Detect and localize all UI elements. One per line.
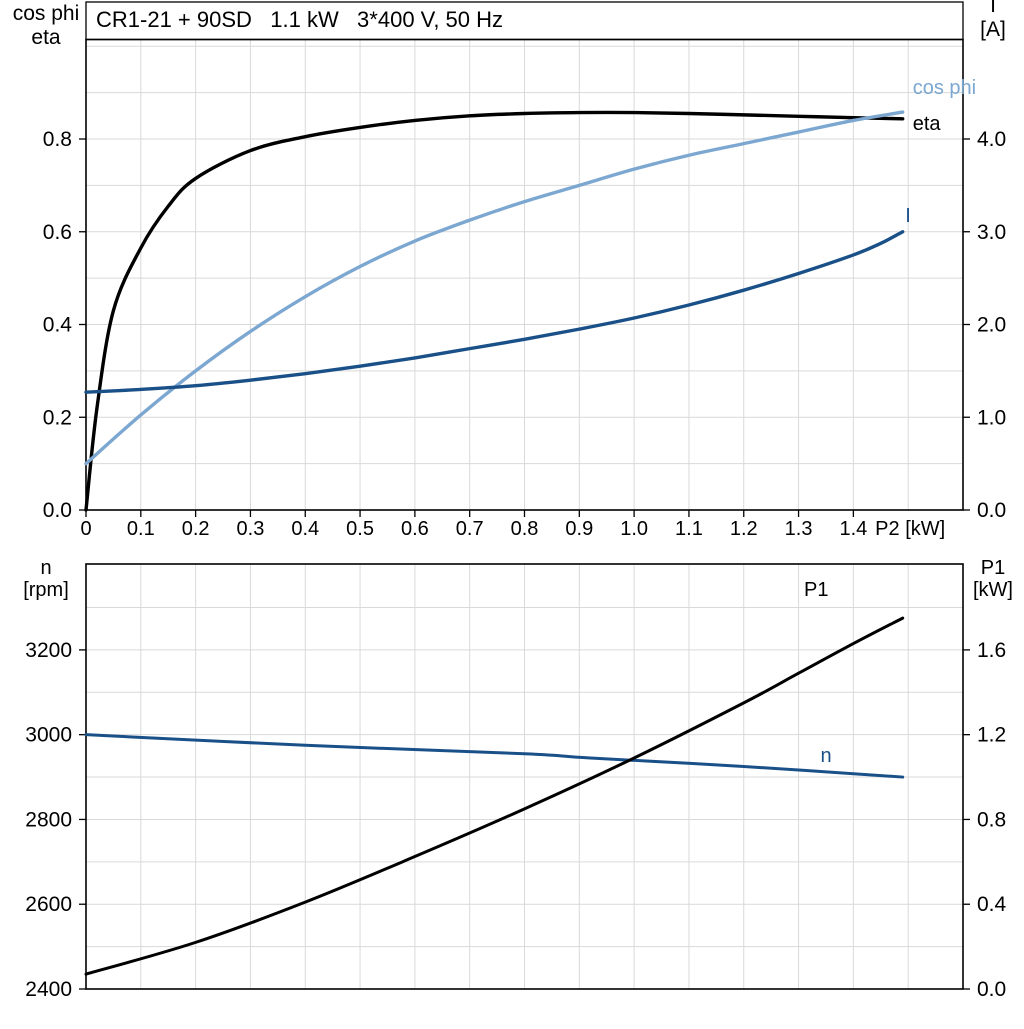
- svg-text:0.8: 0.8: [511, 518, 539, 540]
- svg-text:1.0: 1.0: [977, 406, 1006, 429]
- svg-text:cos phi: cos phi: [13, 2, 80, 25]
- svg-text:n: n: [40, 557, 51, 579]
- svg-text:[kW]: [kW]: [973, 579, 1013, 601]
- svg-text:I: I: [990, 0, 996, 17]
- svg-text:0.5: 0.5: [346, 518, 374, 540]
- svg-text:3200: 3200: [25, 639, 72, 662]
- svg-text:eta: eta: [913, 113, 942, 135]
- svg-text:0.6: 0.6: [43, 221, 72, 244]
- svg-text:2800: 2800: [25, 808, 72, 831]
- svg-text:[A]: [A]: [980, 18, 1006, 41]
- svg-text:cos phi: cos phi: [913, 77, 976, 99]
- svg-text:0.8: 0.8: [43, 128, 72, 151]
- svg-text:2400: 2400: [25, 978, 72, 1001]
- svg-text:eta: eta: [31, 26, 61, 49]
- svg-text:0.0: 0.0: [43, 499, 72, 522]
- svg-text:0.0: 0.0: [977, 499, 1006, 522]
- svg-text:CR1-21 + 90SD 1.1 kW 3*400: CR1-21 + 90SD 1.1 kW 3*400 V, 50 Hz: [96, 7, 503, 32]
- svg-text:0.4: 0.4: [43, 314, 73, 337]
- svg-text:n: n: [820, 745, 831, 767]
- svg-text:P1: P1: [981, 557, 1005, 579]
- svg-text:0.2: 0.2: [182, 518, 210, 540]
- svg-text:1.2: 1.2: [977, 724, 1006, 747]
- svg-text:0.2: 0.2: [43, 406, 72, 429]
- svg-text:1.4: 1.4: [839, 518, 867, 540]
- svg-text:2600: 2600: [25, 893, 72, 916]
- svg-text:0.3: 0.3: [237, 518, 265, 540]
- svg-text:0.1: 0.1: [127, 518, 155, 540]
- svg-text:0.4: 0.4: [291, 518, 319, 540]
- svg-text:P1: P1: [804, 579, 828, 601]
- svg-text:P2 [kW]: P2 [kW]: [875, 518, 945, 540]
- svg-text:1.6: 1.6: [977, 639, 1006, 662]
- svg-text:1.2: 1.2: [730, 518, 758, 540]
- svg-text:2.0: 2.0: [977, 314, 1006, 337]
- svg-text:0: 0: [80, 518, 91, 540]
- svg-text:3000: 3000: [25, 724, 72, 747]
- svg-text:0.7: 0.7: [456, 518, 484, 540]
- svg-text:0.0: 0.0: [977, 978, 1006, 1001]
- svg-text:0.6: 0.6: [401, 518, 429, 540]
- svg-text:4.0: 4.0: [977, 128, 1006, 151]
- svg-text:1.3: 1.3: [785, 518, 813, 540]
- svg-text:I: I: [905, 205, 911, 227]
- svg-text:0.8: 0.8: [977, 808, 1006, 831]
- svg-text:1.1: 1.1: [675, 518, 703, 540]
- svg-text:[rpm]: [rpm]: [23, 579, 69, 601]
- svg-text:0.4: 0.4: [977, 893, 1007, 916]
- svg-text:3.0: 3.0: [977, 221, 1006, 244]
- svg-text:1.0: 1.0: [620, 518, 648, 540]
- svg-text:0.9: 0.9: [565, 518, 593, 540]
